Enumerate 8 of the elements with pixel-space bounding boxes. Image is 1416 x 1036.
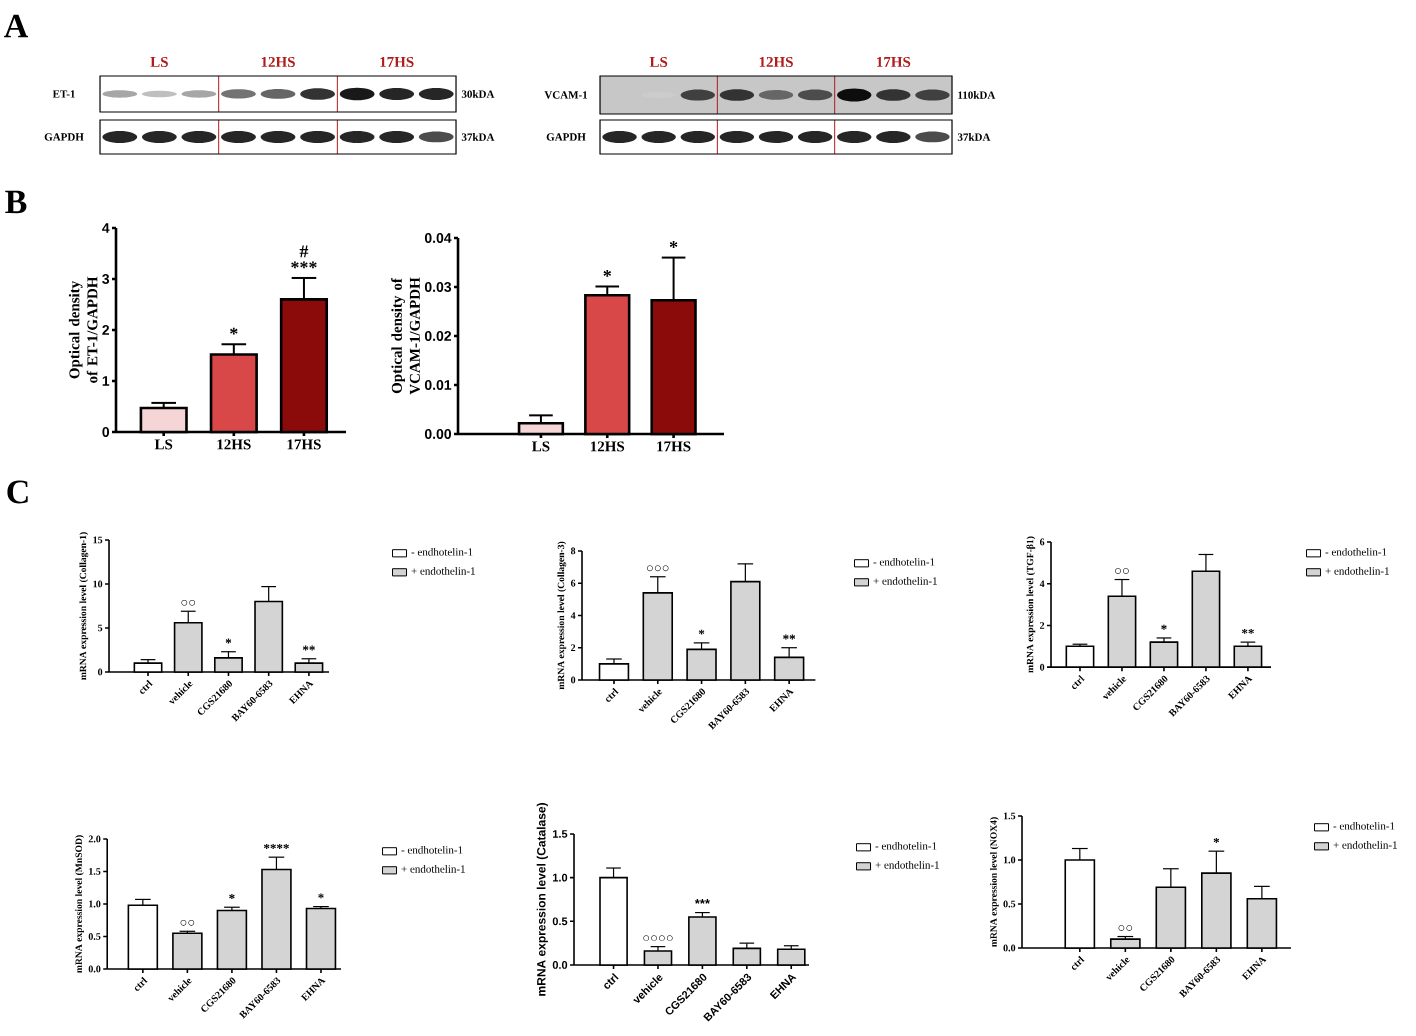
text: A xyxy=(4,14,29,38)
annotation: * xyxy=(669,241,678,248)
annotation: * xyxy=(230,327,238,335)
annotation: *** xyxy=(291,261,317,269)
annotation: # xyxy=(299,245,309,258)
text: B xyxy=(5,190,27,214)
annotation: * xyxy=(603,270,612,277)
text: C xyxy=(7,480,28,504)
